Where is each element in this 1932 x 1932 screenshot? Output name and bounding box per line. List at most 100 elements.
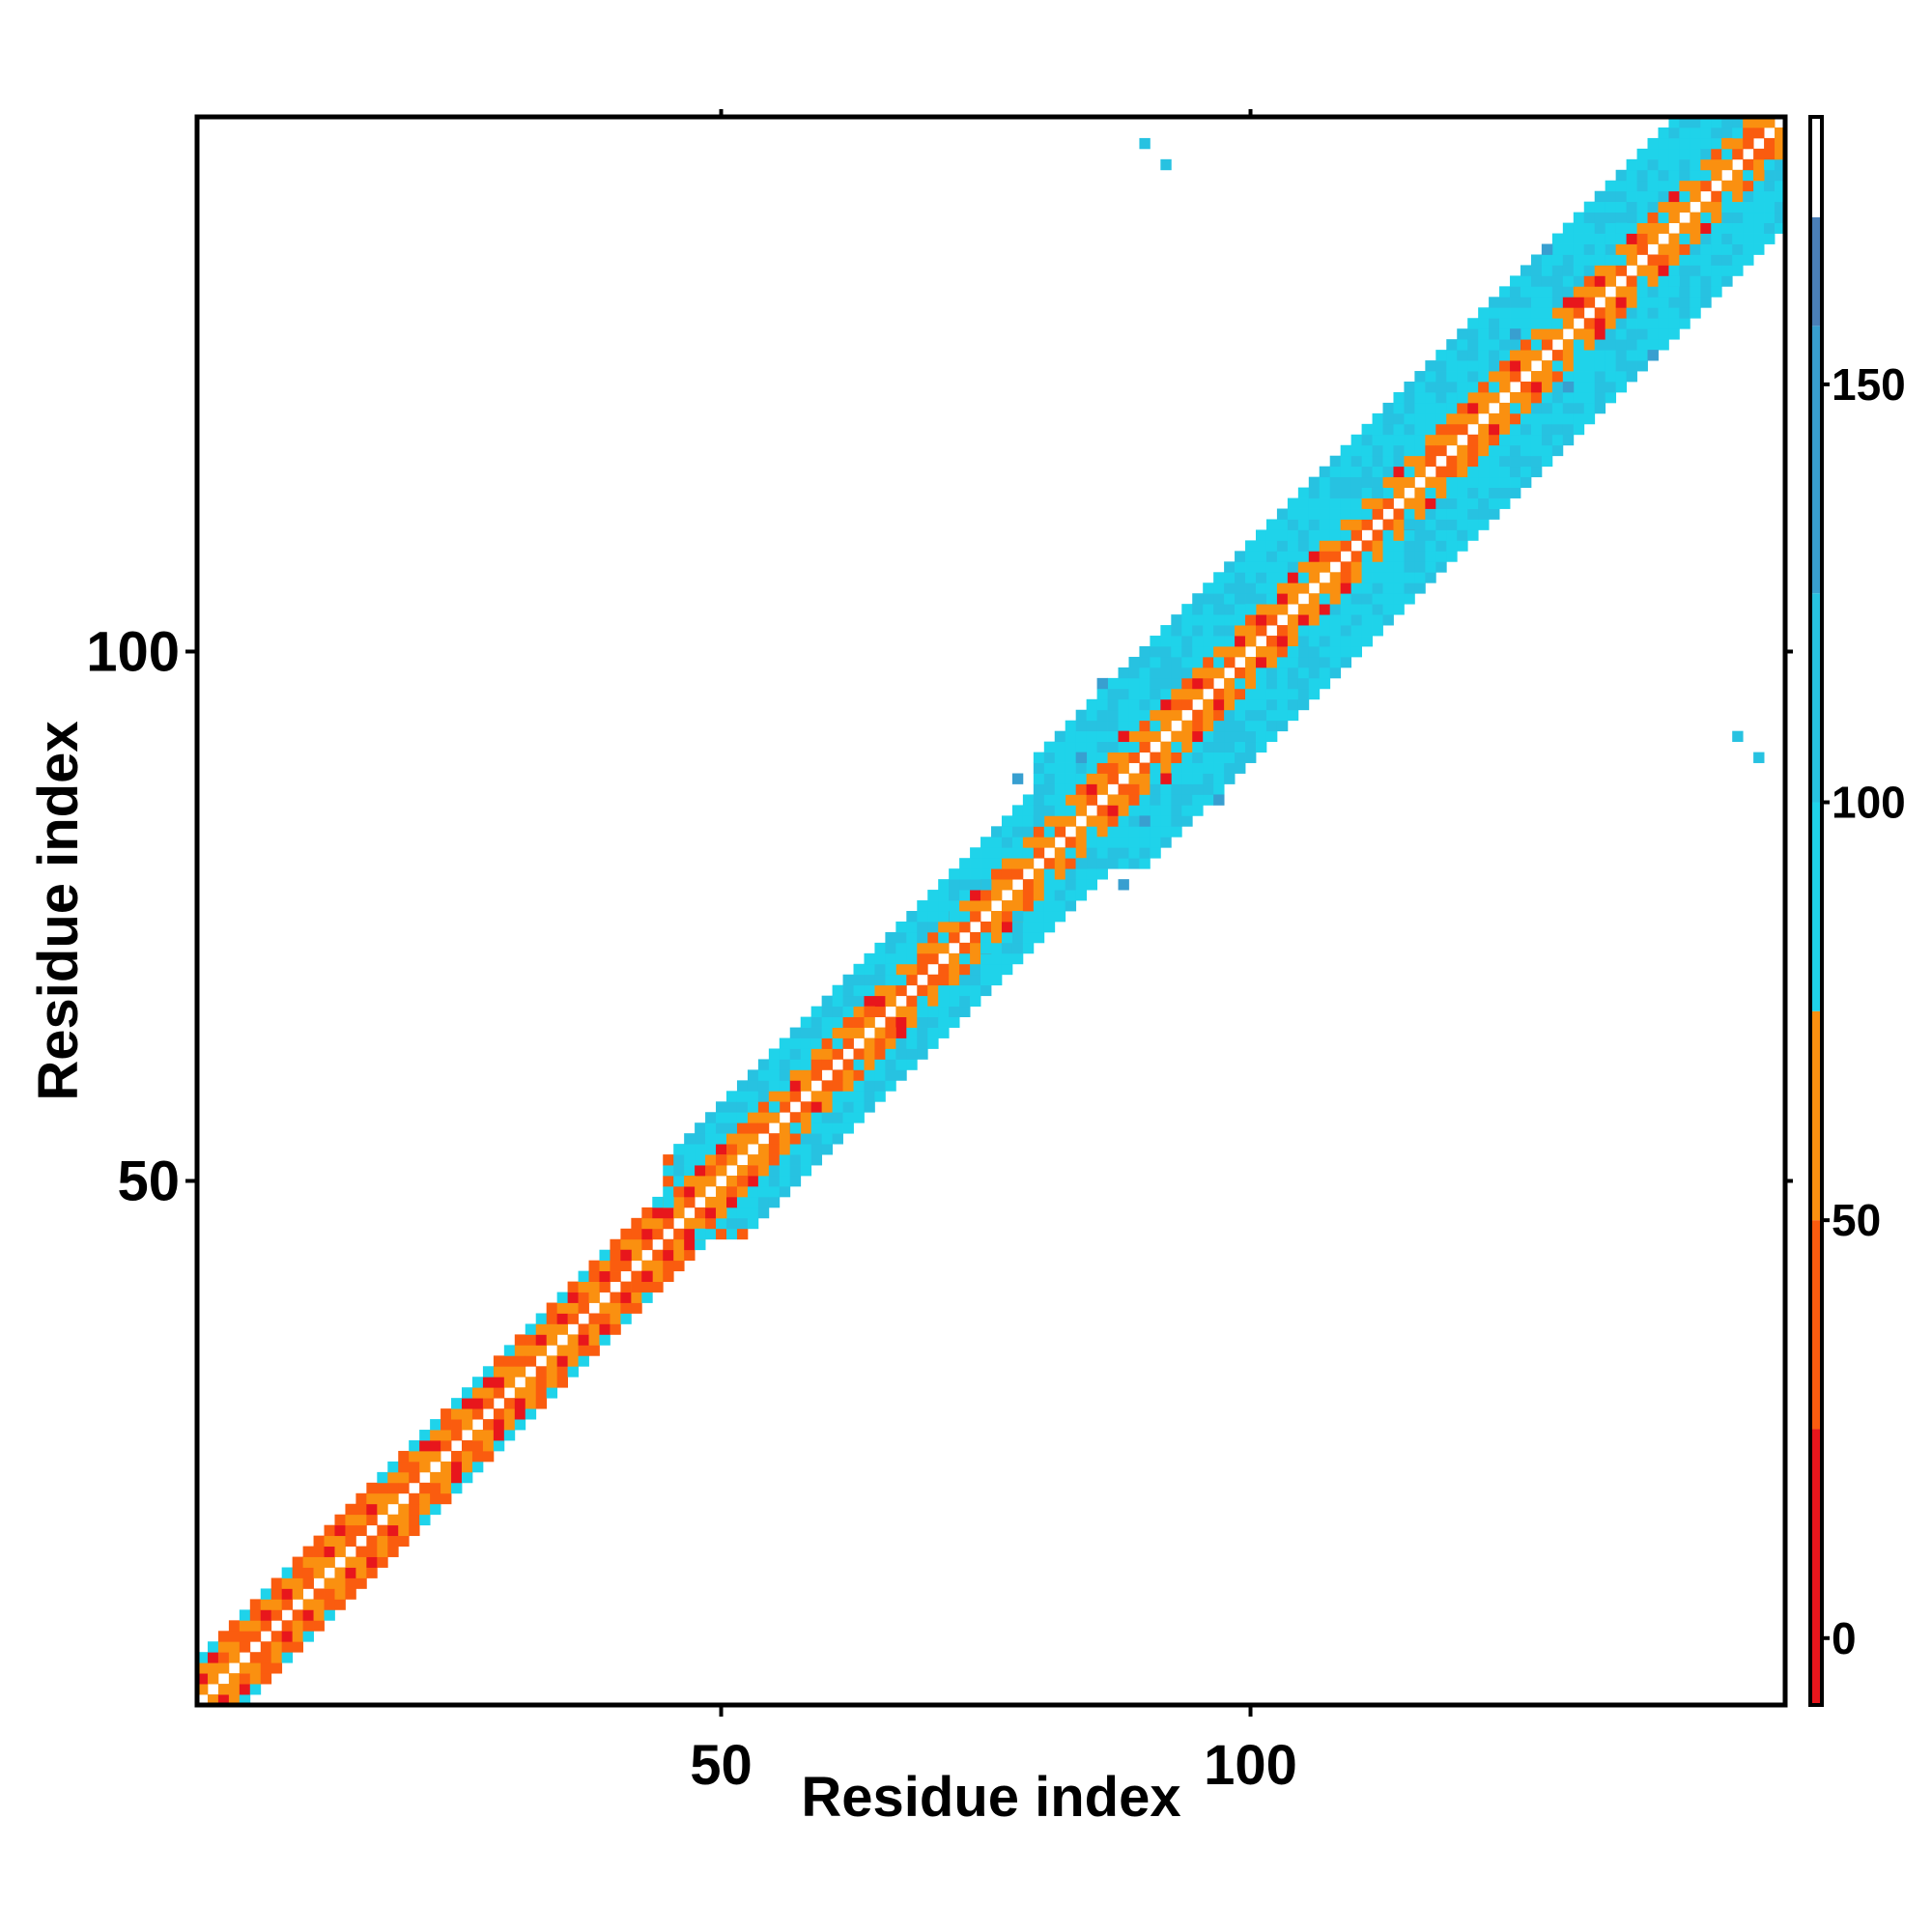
heatmap-cell — [949, 931, 960, 944]
heatmap-cell — [991, 921, 1003, 933]
heatmap-cell — [1192, 667, 1204, 679]
colorbar-band — [1810, 593, 1822, 803]
heatmap-cell — [1043, 868, 1056, 880]
heatmap-cell — [578, 1292, 589, 1303]
heatmap-cell — [451, 1450, 463, 1463]
heatmap-cell — [1467, 402, 1479, 414]
heatmap-cell — [1520, 402, 1532, 414]
heatmap-cell — [197, 1684, 209, 1695]
heatmap-cell — [1414, 529, 1426, 541]
heatmap-cell — [1615, 212, 1627, 223]
heatmap-cell — [1382, 561, 1394, 573]
heatmap-cell — [249, 1631, 262, 1642]
heatmap-cell — [1011, 911, 1024, 923]
heatmap-cell — [757, 1176, 770, 1187]
heatmap-cell — [1350, 604, 1362, 615]
heatmap-cell — [716, 1228, 727, 1240]
heatmap-cell — [938, 911, 950, 923]
heatmap-cell — [1467, 412, 1479, 425]
heatmap-cell — [292, 1588, 303, 1600]
heatmap-cell — [1181, 794, 1193, 806]
heatmap-cell — [1096, 868, 1108, 880]
heatmap-cell — [1107, 847, 1119, 859]
heatmap-cell — [1382, 540, 1394, 552]
heatmap-cell — [1753, 212, 1765, 223]
heatmap-cell — [1192, 794, 1204, 806]
heatmap-cell — [1435, 476, 1447, 488]
heatmap-cell — [821, 1122, 833, 1134]
heatmap-cell — [1414, 487, 1426, 498]
heatmap-cell — [1583, 233, 1596, 244]
heatmap-cell — [1276, 604, 1289, 615]
heatmap-cell — [1605, 180, 1617, 192]
heatmap-cell — [895, 1048, 907, 1060]
heatmap-cell — [599, 1313, 611, 1324]
heatmap-cell — [440, 1408, 452, 1420]
heatmap-cell — [1265, 582, 1278, 594]
heatmap-cell — [895, 1016, 907, 1028]
heatmap-cell — [345, 1577, 356, 1589]
heatmap-cell — [631, 1302, 642, 1314]
heatmap-cell — [1203, 720, 1214, 732]
heatmap-cell — [1573, 423, 1585, 436]
heatmap-cell — [1478, 444, 1490, 457]
heatmap-cell — [842, 974, 854, 986]
heatmap-cell — [1679, 233, 1690, 244]
heatmap-cell — [1382, 487, 1394, 498]
heatmap-cell — [1541, 371, 1553, 383]
heatmap-cell — [1446, 339, 1458, 351]
heatmap-cell — [1128, 752, 1140, 763]
heatmap-cell — [726, 1112, 738, 1123]
heatmap-cell — [1340, 529, 1352, 541]
heatmap-cell — [1414, 572, 1426, 583]
heatmap-cell — [1583, 382, 1596, 393]
heatmap-cell — [1329, 593, 1342, 605]
heatmap-cell — [832, 1101, 843, 1113]
heatmap-cell — [1245, 720, 1257, 732]
heatmap-cell — [842, 1091, 854, 1102]
heatmap-cell — [1297, 487, 1310, 498]
heatmap-cell — [821, 1133, 833, 1145]
heatmap-cell — [716, 1217, 727, 1230]
heatmap-cell — [853, 963, 865, 976]
heatmap-cell — [1721, 254, 1733, 266]
heatmap-cell — [535, 1313, 548, 1324]
heatmap-cell — [757, 1080, 770, 1092]
heatmap-cell — [906, 974, 918, 986]
colorbar-band — [1810, 1010, 1822, 1221]
heatmap-cell — [503, 1398, 516, 1409]
heatmap-cell — [1658, 148, 1669, 160]
heatmap-cell — [1150, 656, 1161, 668]
heatmap-cell — [1647, 180, 1659, 192]
heatmap-cell — [895, 1027, 907, 1038]
heatmap-cell — [197, 1662, 209, 1674]
heatmap-cell — [1382, 412, 1394, 425]
heatmap-cell — [779, 1122, 791, 1134]
heatmap-cell — [1636, 222, 1648, 234]
heatmap-cell — [980, 837, 992, 848]
heatmap-cell — [1700, 254, 1712, 266]
heatmap-cell — [705, 1144, 717, 1155]
heatmap-cell — [1171, 656, 1182, 668]
heatmap-cell — [1118, 794, 1129, 806]
heatmap-cell — [525, 1408, 537, 1420]
heatmap-cell — [1690, 275, 1701, 287]
heatmap-cell — [853, 1091, 865, 1102]
heatmap-cell — [864, 952, 875, 965]
heatmap-cell — [853, 1069, 865, 1081]
heatmap-cell — [1615, 180, 1627, 192]
heatmap-cell — [1414, 391, 1426, 404]
heatmap-cell — [853, 974, 865, 986]
heatmap-cell — [1128, 698, 1140, 711]
heatmap-cell — [1107, 837, 1119, 848]
heatmap-cell — [1075, 752, 1088, 763]
heatmap-cell — [1203, 752, 1214, 763]
heatmap-cell — [695, 1217, 706, 1230]
heatmap-cell — [1520, 382, 1532, 393]
heatmap-cell — [1107, 805, 1119, 816]
heatmap-cell — [1382, 497, 1394, 509]
heatmap-cell — [1287, 529, 1299, 541]
heatmap-cell — [1446, 434, 1458, 446]
heatmap-cell — [1287, 561, 1299, 573]
heatmap-cell — [1404, 497, 1415, 509]
